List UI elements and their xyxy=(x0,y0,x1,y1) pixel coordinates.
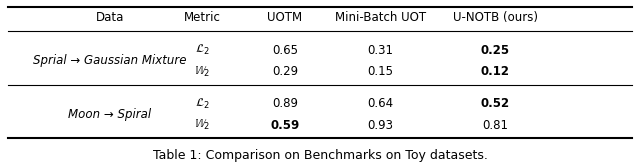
Text: 0.12: 0.12 xyxy=(481,65,509,78)
Text: 0.52: 0.52 xyxy=(481,97,510,110)
Text: 0.64: 0.64 xyxy=(367,97,394,110)
Text: 0.81: 0.81 xyxy=(482,119,508,132)
Text: UOTM: UOTM xyxy=(268,11,303,24)
Text: $\mathbb{W}_2$: $\mathbb{W}_2$ xyxy=(194,65,210,79)
Text: 0.89: 0.89 xyxy=(272,97,298,110)
Text: Moon → Spiral: Moon → Spiral xyxy=(68,108,151,121)
Text: U-NOTB (ours): U-NOTB (ours) xyxy=(452,11,538,24)
Text: Table 1: Comparison on Benchmarks on Toy datasets.: Table 1: Comparison on Benchmarks on Toy… xyxy=(152,149,488,162)
Text: 0.65: 0.65 xyxy=(272,44,298,57)
Text: Data: Data xyxy=(95,11,124,24)
Text: 0.31: 0.31 xyxy=(367,44,394,57)
Text: Sprial → Gaussian Mixture: Sprial → Gaussian Mixture xyxy=(33,54,186,68)
Text: $\mathcal{L}_2$: $\mathcal{L}_2$ xyxy=(195,43,209,57)
Text: Metric: Metric xyxy=(184,11,221,24)
Text: $\mathcal{L}_2$: $\mathcal{L}_2$ xyxy=(195,97,209,111)
Text: 0.15: 0.15 xyxy=(367,65,394,78)
Text: 0.29: 0.29 xyxy=(272,65,298,78)
Text: 0.59: 0.59 xyxy=(270,119,300,132)
Text: $\mathbb{W}_2$: $\mathbb{W}_2$ xyxy=(194,118,210,132)
Text: Mini-Batch UOT: Mini-Batch UOT xyxy=(335,11,426,24)
Text: 0.25: 0.25 xyxy=(481,44,510,57)
Text: 0.93: 0.93 xyxy=(367,119,394,132)
